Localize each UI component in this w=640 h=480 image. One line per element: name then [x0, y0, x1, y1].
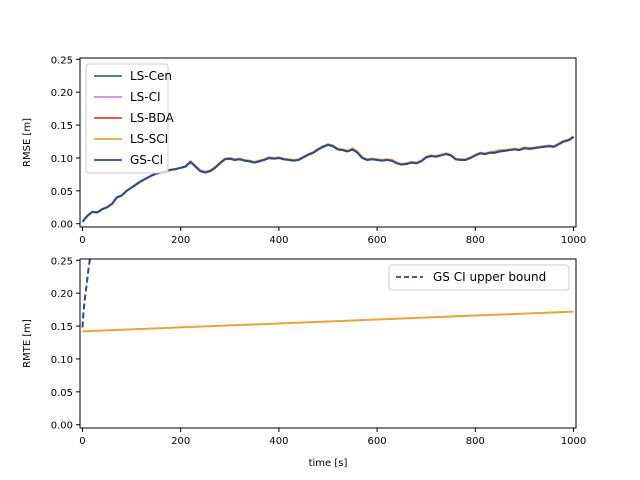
x-tick-label: 400 — [269, 436, 288, 447]
x-tick-label: 600 — [368, 436, 387, 447]
legend: LS-Cen LS-CI LS-BDA LS-SCI GS-CI — [85, 63, 174, 174]
legend: GS CI upper bound — [388, 264, 570, 291]
x-tick-label: 0 — [79, 436, 85, 447]
y-axis-label: RMTE [m] — [22, 319, 33, 368]
y-tick-label: 0.25 — [51, 55, 73, 66]
x-tick-label: 600 — [368, 235, 387, 246]
x-tick-label: 1000 — [561, 436, 586, 447]
x-tick-label: 800 — [466, 436, 485, 447]
y-tick-label: 0.15 — [51, 322, 73, 333]
series-line-gs-ci-upper-bound — [81, 259, 91, 328]
rmse-panel: 0 200 400 600 800 1000 0.00 0.05 0.10 0.15 0.20 0.2… — [22, 55, 586, 246]
series-line-unlabeled-0 — [82, 310, 574, 333]
legend-label: GS-CI — [130, 153, 163, 167]
series-group — [81, 259, 574, 333]
legend-box — [388, 264, 570, 291]
legend-box — [85, 63, 169, 174]
legend-label: LS-Cen — [130, 69, 172, 83]
x-tick-label: 0 — [79, 235, 85, 246]
rmte-panel: 0 200 400 600 800 1000 0.00 0.05 0.10 0.15 0.20 0.2… — [22, 256, 586, 469]
x-tick-label: 800 — [466, 235, 485, 246]
x-tick-label: 200 — [171, 436, 190, 447]
y-tick-label: 0.05 — [51, 388, 73, 399]
y-tick-label: 0.20 — [51, 289, 73, 300]
x-tick-label: 400 — [269, 235, 288, 246]
y-axis-label: RMSE [m] — [22, 118, 33, 167]
y-tick-label: 0.15 — [51, 121, 73, 132]
y-tick-label: 0.20 — [51, 88, 73, 99]
legend-label: GS CI upper bound — [433, 270, 546, 284]
legend-label: LS-SCI — [130, 132, 168, 146]
axes-frame — [79, 258, 577, 429]
y-tick-label: 0.00 — [51, 421, 73, 432]
y-tick-label: 0.10 — [51, 355, 73, 366]
y-tick-label: 0.25 — [51, 256, 73, 267]
legend-label: LS-BDA — [130, 111, 174, 125]
axes-frame — [79, 57, 577, 228]
legend-label: LS-CI — [130, 90, 161, 104]
y-tick-label: 0.00 — [51, 220, 73, 231]
x-tick-label: 200 — [171, 235, 190, 246]
x-axis-label: time [s] — [309, 458, 348, 469]
y-tick-label: 0.05 — [51, 187, 73, 198]
x-tick-label: 1000 — [561, 235, 586, 246]
y-tick-label: 0.10 — [51, 154, 73, 165]
